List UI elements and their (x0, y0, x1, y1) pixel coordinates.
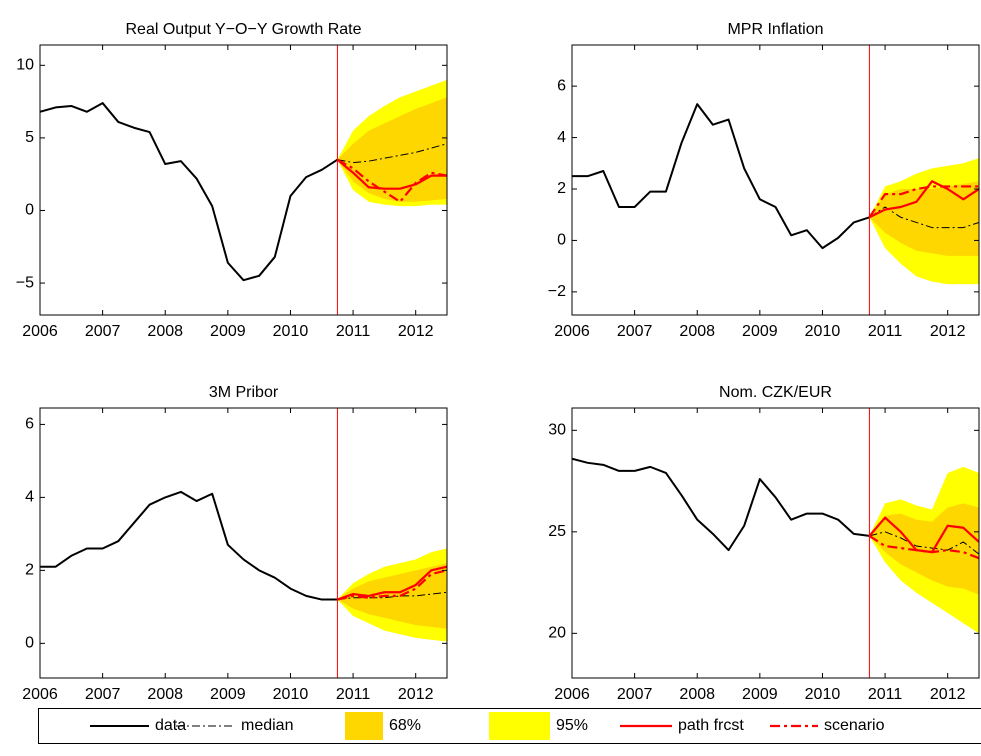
legend-label: path frcst (678, 717, 744, 734)
y-tick-label: 0 (557, 232, 566, 249)
y-tick-label: 30 (548, 422, 566, 439)
chart-title: Real Output Y−O−Y Growth Rate (126, 21, 362, 38)
panel: 3M Pribor 2006 2007 2008 2009 2010 2011 2012 0 2 4… (22, 384, 448, 703)
plot-frame (39, 407, 448, 679)
plot-frame (571, 44, 980, 316)
x-tick-label: 2007 (85, 686, 121, 703)
x-tick-label: 2012 (930, 323, 966, 340)
x-tick-label: 2008 (679, 686, 715, 703)
x-tick-label: 2011 (336, 323, 371, 340)
legend-label: 68% (389, 717, 421, 734)
x-tick-label: 2008 (679, 323, 715, 340)
x-tick-label: 2009 (742, 323, 778, 340)
legend-label: scenario (824, 717, 885, 734)
series-line (868, 180, 979, 219)
x-tick-label: 2009 (742, 686, 778, 703)
x-tick-label: 2011 (868, 323, 903, 340)
plot (572, 103, 979, 285)
x-tick-label: 2008 (147, 323, 183, 340)
x-tick-label: 2010 (805, 686, 841, 703)
series-line (337, 569, 447, 601)
series-line (868, 534, 979, 560)
legend-swatch (489, 712, 550, 740)
plot (572, 457, 979, 634)
panel: MPR Inflation 2006 2007 2008 2009 2010 2011 201… (548, 21, 980, 340)
x-tick-label: 2006 (554, 686, 590, 703)
band (869, 181, 979, 256)
legend: data median 68% 95% path frcst scenario (38, 708, 981, 744)
plot-frame (571, 407, 980, 679)
panel: Nom. CZK/EUR 2006 2007 2008 2009 2010 2011 2012… (548, 384, 980, 703)
y-tick-label: 6 (557, 77, 566, 94)
y-tick-label: 2 (25, 562, 34, 579)
y-tick-label: 4 (25, 489, 34, 506)
y-tick-label: 6 (25, 416, 34, 433)
y-tick-label: 20 (548, 625, 566, 642)
panel: Real Output Y−O−Y Growth Rate 2006 2007 200… (16, 21, 448, 340)
x-tick-label: 2010 (273, 686, 309, 703)
x-tick-label: 2007 (85, 323, 121, 340)
x-tick-label: 2006 (22, 686, 58, 703)
series-line (40, 490, 338, 601)
chart-title: 3M Pribor (209, 384, 279, 401)
legend-swatch (345, 712, 383, 740)
y-tick-label: 0 (25, 635, 34, 652)
series-line (337, 591, 447, 601)
chart-title: Nom. CZK/EUR (719, 384, 832, 401)
legend-label: median (241, 717, 293, 734)
x-tick-label: 2007 (617, 323, 653, 340)
y-tick-label: 0 (25, 202, 34, 219)
y-tick-label: 10 (16, 57, 34, 74)
y-tick-label: 25 (548, 523, 566, 540)
band (337, 563, 447, 629)
x-tick-label: 2009 (210, 323, 246, 340)
legend-label: data (155, 717, 186, 734)
x-tick-label: 2008 (147, 686, 183, 703)
series-line (337, 565, 447, 601)
plot-area (40, 408, 447, 678)
series-line (572, 457, 870, 552)
x-tick-label: 2007 (617, 686, 653, 703)
series-line (869, 531, 979, 555)
x-tick-label: 2011 (336, 686, 371, 703)
x-tick-label: 2011 (868, 686, 903, 703)
series-line (572, 103, 870, 250)
series-line (40, 102, 338, 282)
x-tick-label: 2006 (554, 323, 590, 340)
x-tick-label: 2009 (210, 686, 246, 703)
y-tick-label: −5 (16, 274, 34, 291)
x-tick-label: 2012 (398, 323, 434, 340)
y-tick-label: 5 (25, 129, 34, 146)
x-tick-label: 2012 (398, 686, 434, 703)
x-tick-label: 2010 (273, 323, 309, 340)
y-tick-label: 2 (557, 180, 566, 197)
y-tick-label: 4 (557, 129, 566, 146)
series-line (336, 158, 447, 190)
legend-label: 95% (556, 717, 588, 734)
plot-frame (39, 44, 448, 316)
band (337, 97, 447, 202)
chart-title: MPR Inflation (727, 21, 823, 38)
plot (40, 490, 447, 642)
series-line (868, 185, 979, 218)
x-tick-label: 2006 (22, 323, 58, 340)
series-line (337, 143, 447, 164)
series-line (336, 158, 447, 203)
x-tick-label: 2012 (930, 686, 966, 703)
x-tick-label: 2010 (805, 323, 841, 340)
plot (40, 79, 447, 282)
y-tick-label: −2 (548, 283, 566, 300)
